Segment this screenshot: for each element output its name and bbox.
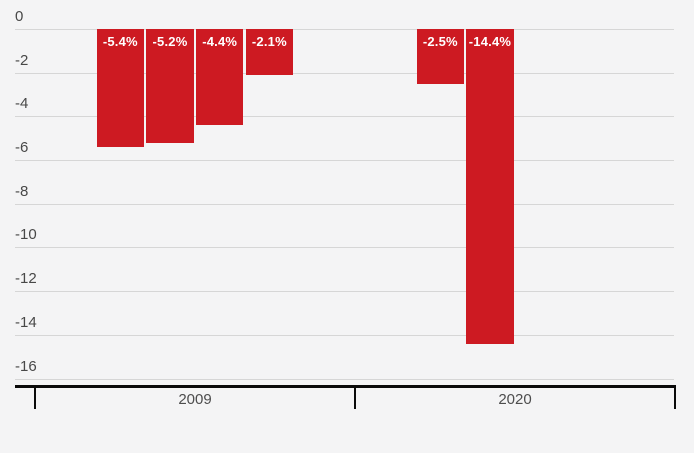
x-axis-tick — [34, 385, 36, 409]
x-axis-tick — [674, 385, 676, 409]
x-axis-category-label: 2009 — [178, 391, 212, 408]
bar-value-label: -4.4% — [202, 34, 238, 49]
bar: -5.2% — [146, 29, 194, 143]
gridline — [15, 203, 674, 205]
y-axis-tick-label: -14 — [15, 313, 37, 331]
bar: -2.1% — [245, 29, 294, 75]
gridline — [15, 160, 674, 162]
y-axis-tick-label: -12 — [15, 270, 37, 288]
gridline — [15, 247, 674, 249]
x-axis-tick — [354, 385, 356, 409]
gridline — [15, 291, 674, 293]
bar-value-label: -5.2% — [152, 34, 188, 49]
y-axis-tick-label: -2 — [15, 51, 29, 69]
bar-value-label: -2.1% — [251, 34, 287, 49]
y-axis-tick-label: -4 — [15, 95, 29, 113]
gridline — [15, 29, 674, 30]
x-axis-category-label: 2020 — [498, 391, 532, 408]
y-axis-tick-label: -6 — [15, 139, 29, 157]
bar: -4.4% — [195, 29, 244, 126]
bar: -2.5% — [416, 29, 465, 84]
y-axis-tick-label: -16 — [15, 357, 37, 375]
y-axis-tick-label: -10 — [15, 226, 37, 244]
gridline — [15, 378, 674, 380]
gridline — [15, 116, 674, 118]
gridline — [15, 334, 674, 336]
bar: -5.4% — [96, 29, 145, 147]
bar-value-label: -5.4% — [102, 34, 138, 49]
bar-value-label: -2.5% — [422, 34, 458, 49]
bar: -14.4% — [466, 29, 514, 344]
y-axis-tick-label: -8 — [15, 182, 29, 200]
x-axis-line — [15, 385, 676, 388]
gridline — [15, 72, 674, 74]
y-axis-tick-label: 0 — [15, 8, 24, 25]
bar-value-label: -14.4% — [468, 34, 512, 49]
